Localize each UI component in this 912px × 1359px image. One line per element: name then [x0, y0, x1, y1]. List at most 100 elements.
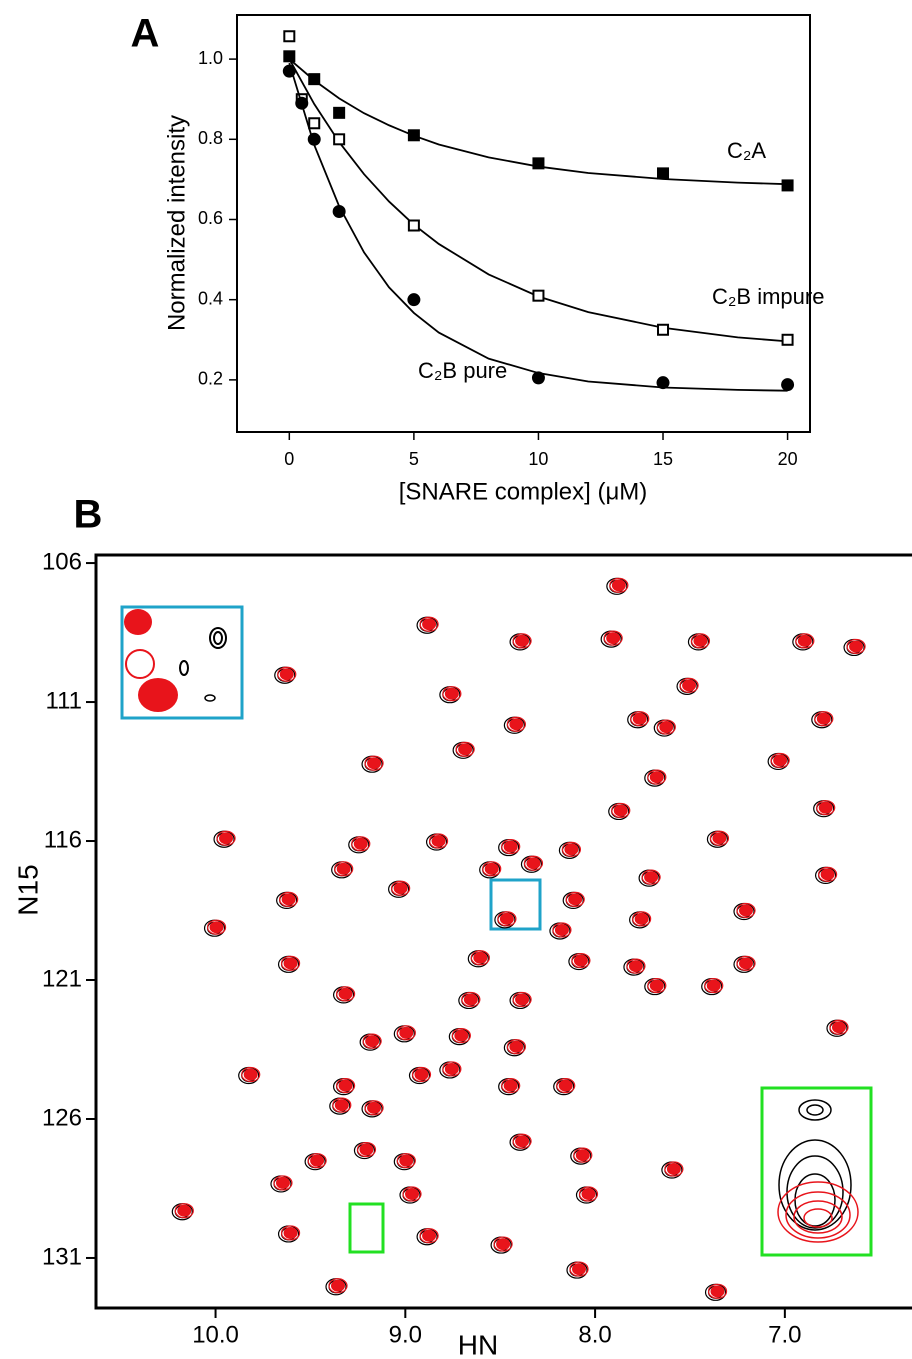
data-point: [781, 378, 795, 392]
y-tick-label: 131: [42, 1243, 82, 1270]
peak-contour: [275, 1176, 290, 1189]
peak-contour: [503, 840, 518, 853]
peak: [653, 719, 676, 737]
peak: [600, 630, 623, 648]
peak-contour: [411, 1066, 432, 1083]
peak: [439, 686, 462, 704]
peak-contour: [736, 955, 756, 971]
peak-contour: [647, 769, 667, 785]
peak-contour: [739, 957, 754, 970]
peak: [332, 1078, 356, 1096]
peak-contour: [338, 1079, 353, 1092]
data-point: [531, 371, 545, 385]
peak-contour: [606, 632, 621, 645]
peak: [706, 830, 730, 848]
y-tick-label: 121: [42, 965, 82, 992]
peak-contour: [497, 911, 517, 927]
peak-contour: [399, 1154, 414, 1167]
data-point: [657, 323, 670, 336]
peak: [701, 977, 724, 996]
data-point: [407, 293, 421, 307]
peak: [353, 1141, 377, 1160]
y-tick-label: 126: [42, 1104, 82, 1131]
peak: [644, 977, 667, 996]
peak: [566, 1261, 589, 1279]
peak-contour: [277, 666, 297, 682]
peak-contour: [482, 861, 502, 877]
peak-contour: [280, 955, 301, 971]
peak-contour: [581, 1188, 596, 1201]
peak-contour: [664, 1161, 684, 1177]
data-point: [407, 219, 420, 232]
y-tick-label: 0.4: [198, 288, 223, 308]
peak-contour: [506, 716, 526, 732]
peak-contour: [572, 1263, 587, 1276]
peak-contour: [496, 1238, 511, 1251]
peak-contour: [831, 1021, 846, 1034]
x-tick-label: 20: [778, 449, 798, 469]
peak-contour: [391, 880, 411, 896]
peak-contour: [414, 1068, 429, 1081]
peak-contour: [578, 1186, 599, 1202]
peak-contour: [814, 711, 834, 727]
peak: [608, 802, 631, 821]
peak: [425, 833, 449, 851]
peak-contour: [515, 993, 530, 1006]
peak-contour: [666, 1163, 681, 1176]
peak: [568, 952, 591, 971]
data-point: [781, 333, 794, 346]
peak-contour: [503, 1079, 518, 1092]
peak: [606, 577, 629, 595]
peak: [359, 1033, 382, 1051]
peak-contour: [632, 712, 647, 725]
peak-contour: [307, 1153, 327, 1169]
peak-contour: [818, 801, 833, 814]
peak: [213, 830, 236, 848]
peak: [361, 755, 384, 773]
peak: [238, 1066, 261, 1085]
peak-contour: [603, 630, 623, 646]
peak: [399, 1186, 422, 1204]
peak-contour: [693, 634, 708, 647]
y-axis-label: Normalized intensity: [163, 115, 190, 331]
data-point: [308, 117, 321, 130]
peak-contour: [484, 862, 499, 875]
peak-contour: [509, 1040, 524, 1053]
y-tick-label: 106: [42, 548, 82, 575]
peak: [644, 769, 667, 787]
peak-contour: [473, 951, 488, 964]
zoom-box: [489, 878, 542, 931]
peak-contour: [641, 869, 661, 885]
peak: [503, 716, 526, 734]
peak-contour: [613, 804, 628, 817]
peak-contour: [356, 1141, 377, 1158]
x-tick-label: 9.0: [389, 1321, 422, 1348]
peak: [549, 922, 572, 940]
peak-contour: [611, 802, 631, 819]
peak-contour: [736, 902, 756, 919]
data-point: [295, 96, 309, 110]
peak: [277, 955, 301, 973]
peak-contour: [609, 577, 629, 593]
peak: [439, 1061, 462, 1079]
x-tick-label: 0: [284, 449, 294, 469]
data-point: [532, 289, 545, 302]
peak-contour: [499, 912, 514, 925]
peak-contour: [422, 1229, 437, 1242]
peak-contour: [216, 830, 236, 846]
peak: [408, 1066, 432, 1085]
peak: [503, 1039, 526, 1057]
plot-frame: [94, 553, 912, 1310]
peak-contour: [367, 1101, 382, 1114]
peak-contour: [656, 719, 676, 735]
peak-contour: [632, 911, 652, 927]
peak-contour: [509, 718, 524, 731]
peak-contour: [359, 1143, 374, 1156]
peak-contour: [706, 979, 721, 992]
peak-contour: [442, 686, 462, 702]
peak-contour: [396, 1025, 416, 1041]
peak-contour: [444, 687, 459, 700]
peak-contour: [451, 1027, 471, 1044]
